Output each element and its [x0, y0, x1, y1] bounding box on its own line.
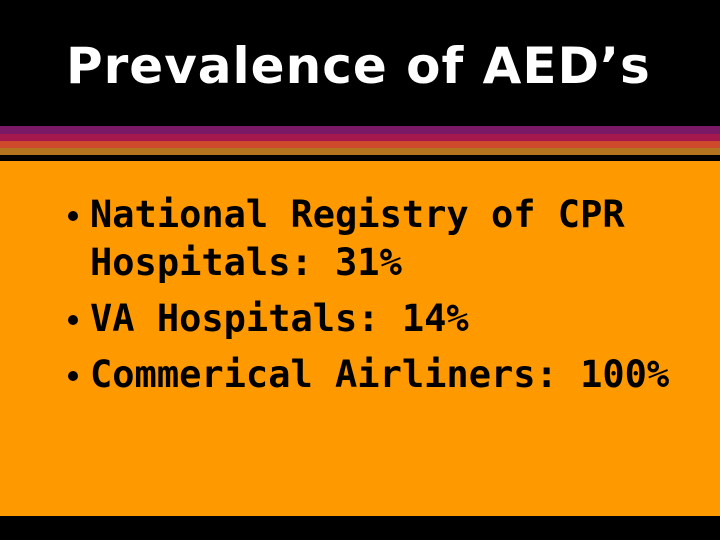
bullet-text: VA Hospitals: 14%	[90, 297, 469, 340]
divider	[0, 155, 720, 161]
bullet-icon	[68, 371, 78, 381]
title-bar: Prevalence of AED’s	[0, 0, 720, 126]
slide-title: Prevalence of AED’s	[66, 37, 651, 95]
decorative-stripe	[0, 126, 720, 134]
bullet-icon	[68, 315, 78, 325]
decorative-stripe	[0, 134, 720, 141]
bullet-item: VA Hospitals: 14%	[0, 295, 720, 343]
bullet-icon	[68, 211, 78, 221]
bullet-item: National Registry of CPR Hospitals: 31%	[0, 191, 720, 287]
decorative-stripe	[0, 141, 720, 148]
bottom-bar	[0, 516, 720, 540]
decorative-stripe	[0, 148, 720, 155]
bullet-text: National Registry of CPR Hospitals: 31%	[90, 193, 625, 284]
bullet-list: National Registry of CPR Hospitals: 31% …	[0, 191, 720, 407]
bullet-item: Commerical Airliners: 100%	[0, 351, 720, 399]
content-area: National Registry of CPR Hospitals: 31% …	[0, 161, 720, 516]
bullet-text: Commerical Airliners: 100%	[90, 353, 670, 396]
